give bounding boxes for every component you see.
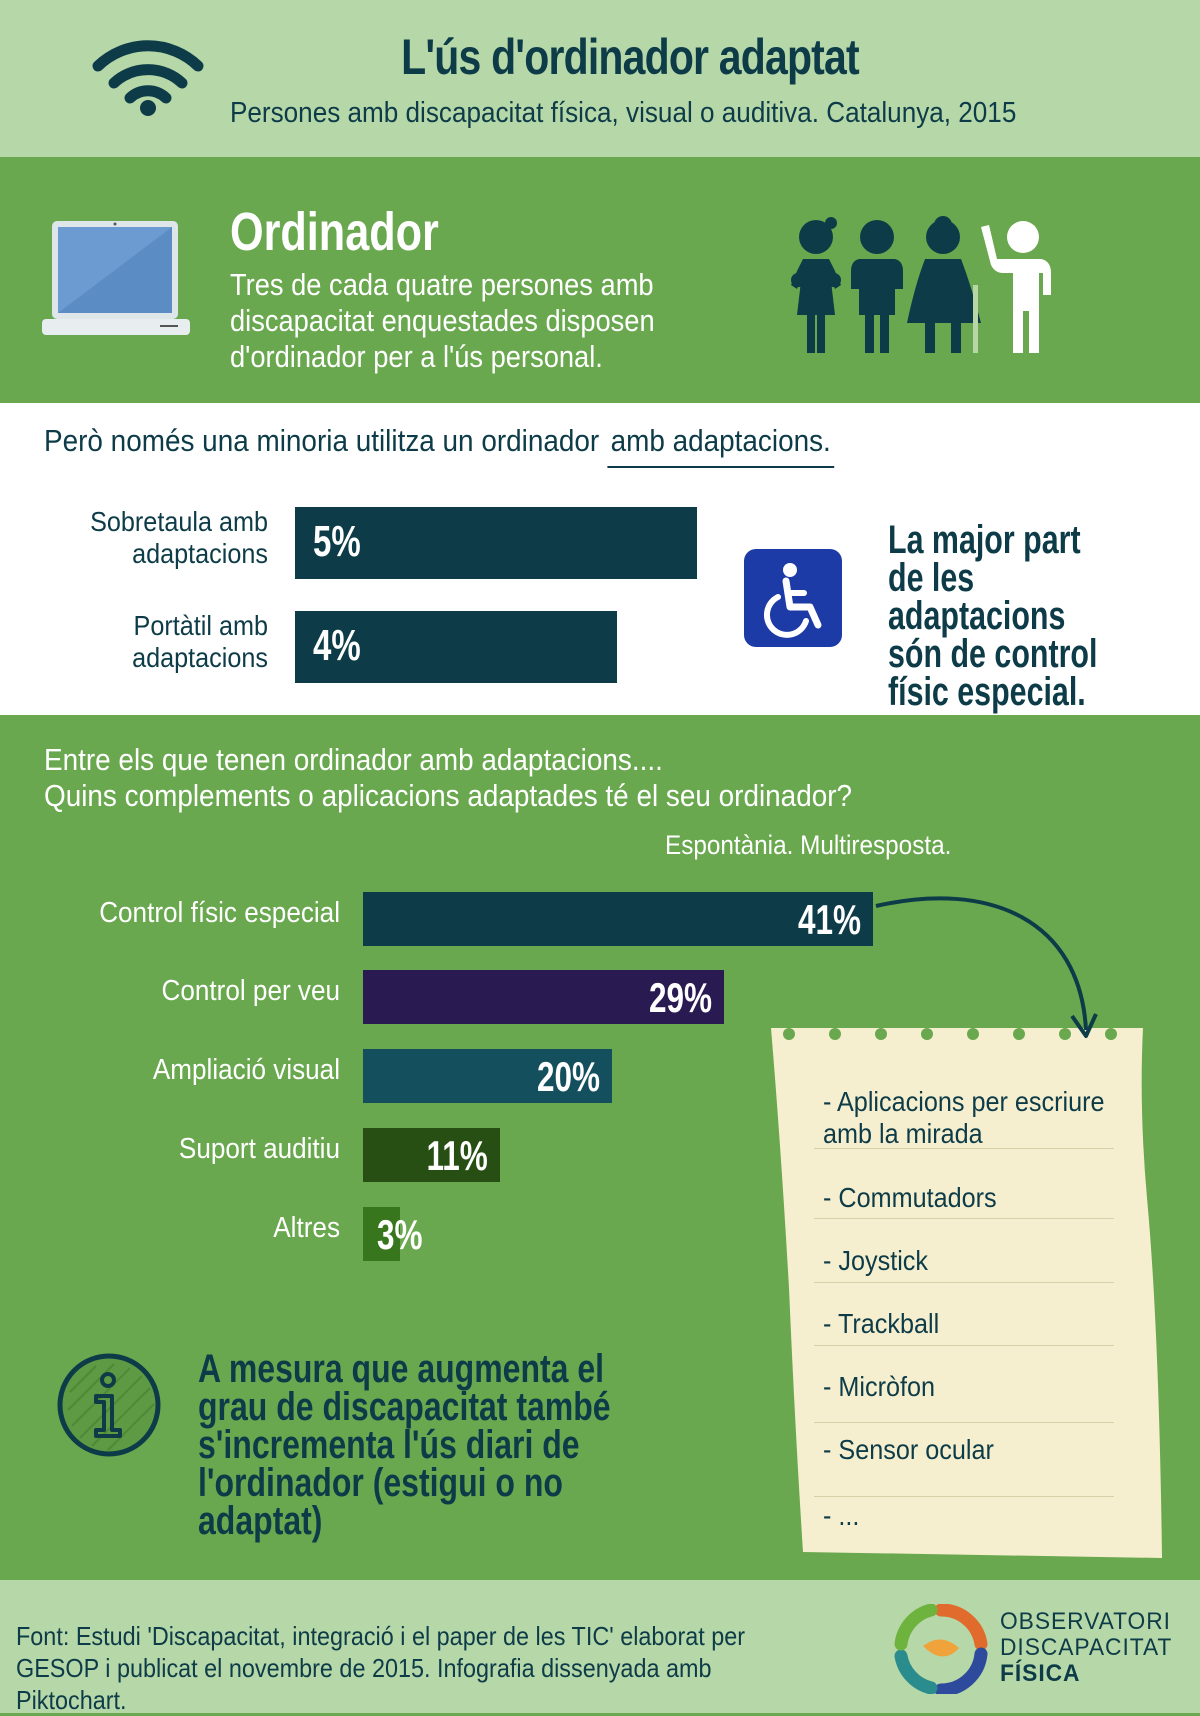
list-divider [814, 1422, 1114, 1423]
list-divider [814, 1218, 1114, 1219]
chart2-bar-0: 41% [363, 892, 873, 946]
page-title: L'ús d'ordinador adaptat [401, 29, 859, 85]
chart2-bar-4: 3% [363, 1207, 423, 1261]
list-item: - Aplicacions per escriure amb la mirada [823, 1086, 1105, 1149]
chart2-category-label-1: Control per veu [161, 975, 340, 1007]
chart2-bar-2: 20% [363, 1049, 612, 1103]
source-text: Font: Estudi 'Discapacitat, integració i… [16, 1621, 746, 1715]
ordinador-section: Ordinador Tres de cada quatre persones a… [0, 157, 1200, 403]
adaptations-section: Però només una minoria utilitza un ordin… [0, 403, 1200, 715]
page-subtitle: Persones amb discapacitat física, visual… [230, 97, 1017, 129]
observatori-logo-icon [894, 1604, 988, 1694]
adaptations-intro-prefix: Però només una minoria utilitza un ordin… [44, 423, 607, 458]
chart1-category-label-0: Sobretaula amb adaptacions [90, 506, 268, 569]
adaptations-intro: Però només una minoria utilitza un ordin… [44, 423, 835, 468]
ordinador-text: Tres de cada quatre persones amb discapa… [230, 267, 655, 374]
chart1-value-label-0: 5% [313, 517, 361, 566]
chart2-value-label-2: 20% [536, 1053, 600, 1100]
chart2-value-label-1: 29% [648, 974, 712, 1021]
question-note: Espontània. Multiresposta. [665, 830, 952, 860]
chart1-bar-1: 4% [295, 611, 617, 683]
chart2-category-label-3: Suport auditiu [178, 1133, 340, 1165]
list-divider [814, 1345, 1114, 1346]
question-line-1: Entre els que tenen ordinador amb adapta… [44, 742, 663, 777]
adaptations-callout: La major part de les adaptacions són de … [888, 518, 1098, 714]
chart2-bar-1: 29% [363, 970, 724, 1024]
footer: Font: Estudi 'Discapacitat, integració i… [0, 1580, 1200, 1715]
chart2-category-label-0: Control físic especial [99, 897, 340, 929]
laptop-icon [42, 221, 190, 335]
info-text: A mesura que augmenta el grau de discapa… [198, 1347, 611, 1543]
chart2-bar-3: 11% [363, 1128, 500, 1182]
adaptations-intro-highlight: amb adaptacions. [606, 423, 835, 468]
chart2-category-label-2: Ampliació visual [152, 1054, 340, 1086]
wifi-icon [92, 40, 204, 116]
question-line-2: Quins complements o aplicacions adaptade… [44, 778, 853, 813]
people-icon [791, 216, 1051, 353]
chart2-value-label-4: 3% [377, 1211, 423, 1258]
list-item: - Commutadors [823, 1182, 997, 1213]
list-divider [814, 1496, 1114, 1497]
chart2-value-label-3: 11% [426, 1132, 488, 1179]
chart2-category-label-4: Altres [273, 1212, 340, 1244]
wheelchair-icon [744, 549, 842, 647]
logo-line-3: FÍSICA [1000, 1660, 1081, 1687]
header: L'ús d'ordinador adaptat Persones amb di… [0, 0, 1200, 157]
ordinador-title: Ordinador [230, 202, 439, 262]
list-item: - Trackball [823, 1308, 940, 1339]
list-divider [814, 1148, 1114, 1149]
chart1-bar-0: 5% [295, 507, 697, 579]
info-icon [57, 1353, 161, 1457]
question-text: Entre els que tenen ordinador amb adapta… [44, 742, 852, 814]
notepad-paper [771, 1028, 1162, 1558]
chart2-value-label-0: 41% [797, 896, 861, 943]
list-item: - Sensor ocular [823, 1434, 994, 1465]
logo-line-2: DISCAPACITAT [1000, 1634, 1173, 1661]
list-divider [814, 1282, 1114, 1283]
chart1-category-label-1: Portàtil amb adaptacions [132, 610, 268, 673]
list-item: - Joystick [823, 1245, 929, 1276]
list-item: - ... [823, 1500, 860, 1531]
list-item: - Micròfon [823, 1371, 936, 1402]
logo-line-1: OBSERVATORI [1000, 1608, 1171, 1635]
chart1-value-label-1: 4% [313, 621, 361, 670]
